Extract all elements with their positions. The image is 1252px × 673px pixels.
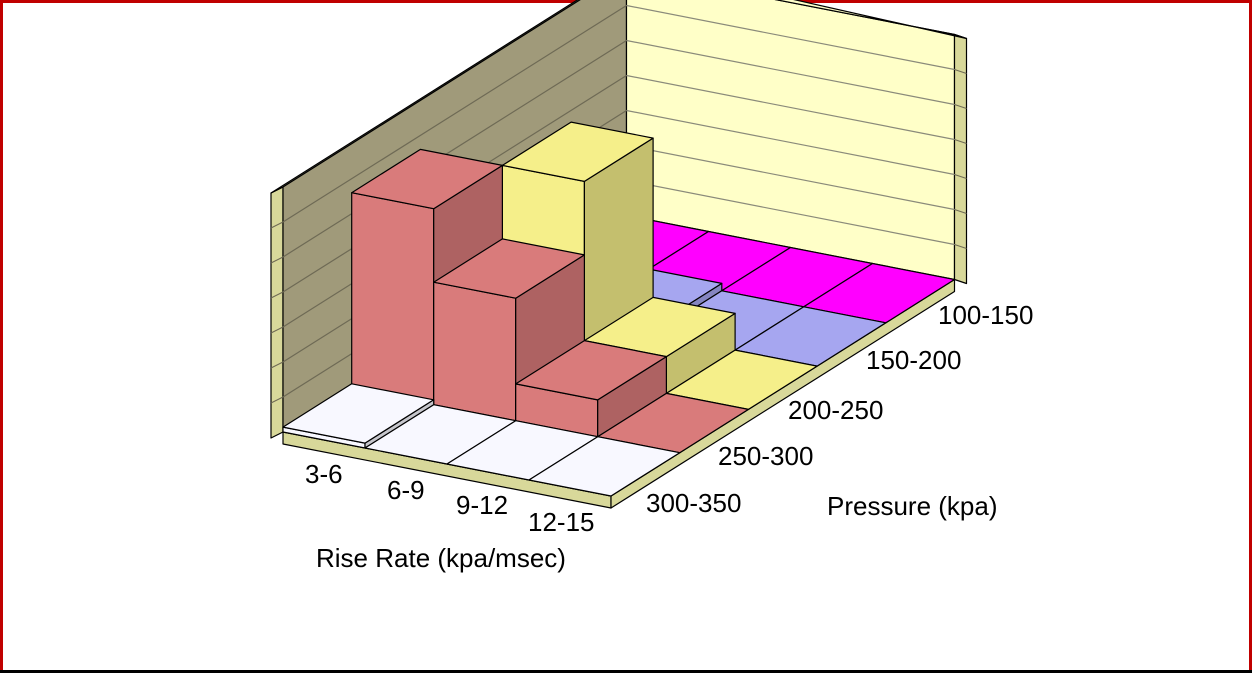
- back-wall-gridline: [626, 109, 955, 176]
- back-wall-gridline: [626, 144, 955, 211]
- side-wall-gridline: [282, 39, 627, 258]
- back-wall-gridline: [626, 4, 955, 71]
- frame-right-border: [1249, 0, 1252, 673]
- x-tick-label: 9-12: [456, 490, 508, 520]
- frame-left-border: [0, 0, 3, 673]
- back-wall-top: [774, 0, 968, 40]
- bar-top-face: [501, 121, 654, 182]
- chart-bars: [282, 121, 956, 497]
- z-tick-label: 200-250: [788, 395, 883, 425]
- back-wall-edge-tick: [954, 244, 967, 249]
- bar: [515, 340, 668, 438]
- bar-top-face: [282, 383, 435, 444]
- back-wall-edge-tick: [954, 174, 967, 179]
- x-tick-label: 12-15: [528, 507, 595, 537]
- chart-labels: 3-6 6-9 9-12 12-15 Rise Rate (kpa/msec) …: [305, 300, 1033, 573]
- back-wall-edge-tick: [954, 139, 967, 144]
- side-wall-gridline: [282, 4, 627, 223]
- bar-top-face: [528, 436, 681, 497]
- z-axis-title: Pressure (kpa): [827, 491, 998, 521]
- side-wall-edge-tick: [270, 256, 284, 264]
- bar-top-face: [351, 148, 503, 210]
- frame-bottom-border: [0, 670, 1252, 673]
- back-wall-gridline: [626, 39, 955, 106]
- back-wall-edge-tick: [954, 104, 967, 109]
- side-wall-edge-tick: [270, 326, 284, 334]
- bar-top-face: [433, 238, 586, 299]
- side-wall-edge-tick: [270, 291, 284, 299]
- bar-top-face: [515, 340, 668, 401]
- z-tick-label: 250-300: [718, 441, 813, 471]
- back-wall-gridline: [626, 74, 955, 141]
- side-wall-edge-tick: [270, 361, 284, 369]
- x-tick-label: 6-9: [387, 475, 425, 505]
- back-wall-edge-tick: [954, 69, 967, 74]
- back-wall-gridline: [626, 179, 955, 246]
- z-tick-label: 100-150: [938, 300, 1033, 330]
- bar: [528, 436, 681, 497]
- bar-front-face: [351, 192, 435, 406]
- x-axis-title: Rise Rate (kpa/msec): [316, 543, 566, 573]
- z-tick-label: 150-200: [866, 345, 961, 375]
- side-wall-edge-tick: [270, 396, 284, 404]
- side-wall-edge-tick: [270, 221, 284, 229]
- x-tick-label: 3-6: [305, 459, 343, 489]
- z-tick-label: 300-350: [646, 488, 741, 518]
- bar-front-face: [433, 281, 517, 422]
- back-wall-edge-tick: [954, 209, 967, 214]
